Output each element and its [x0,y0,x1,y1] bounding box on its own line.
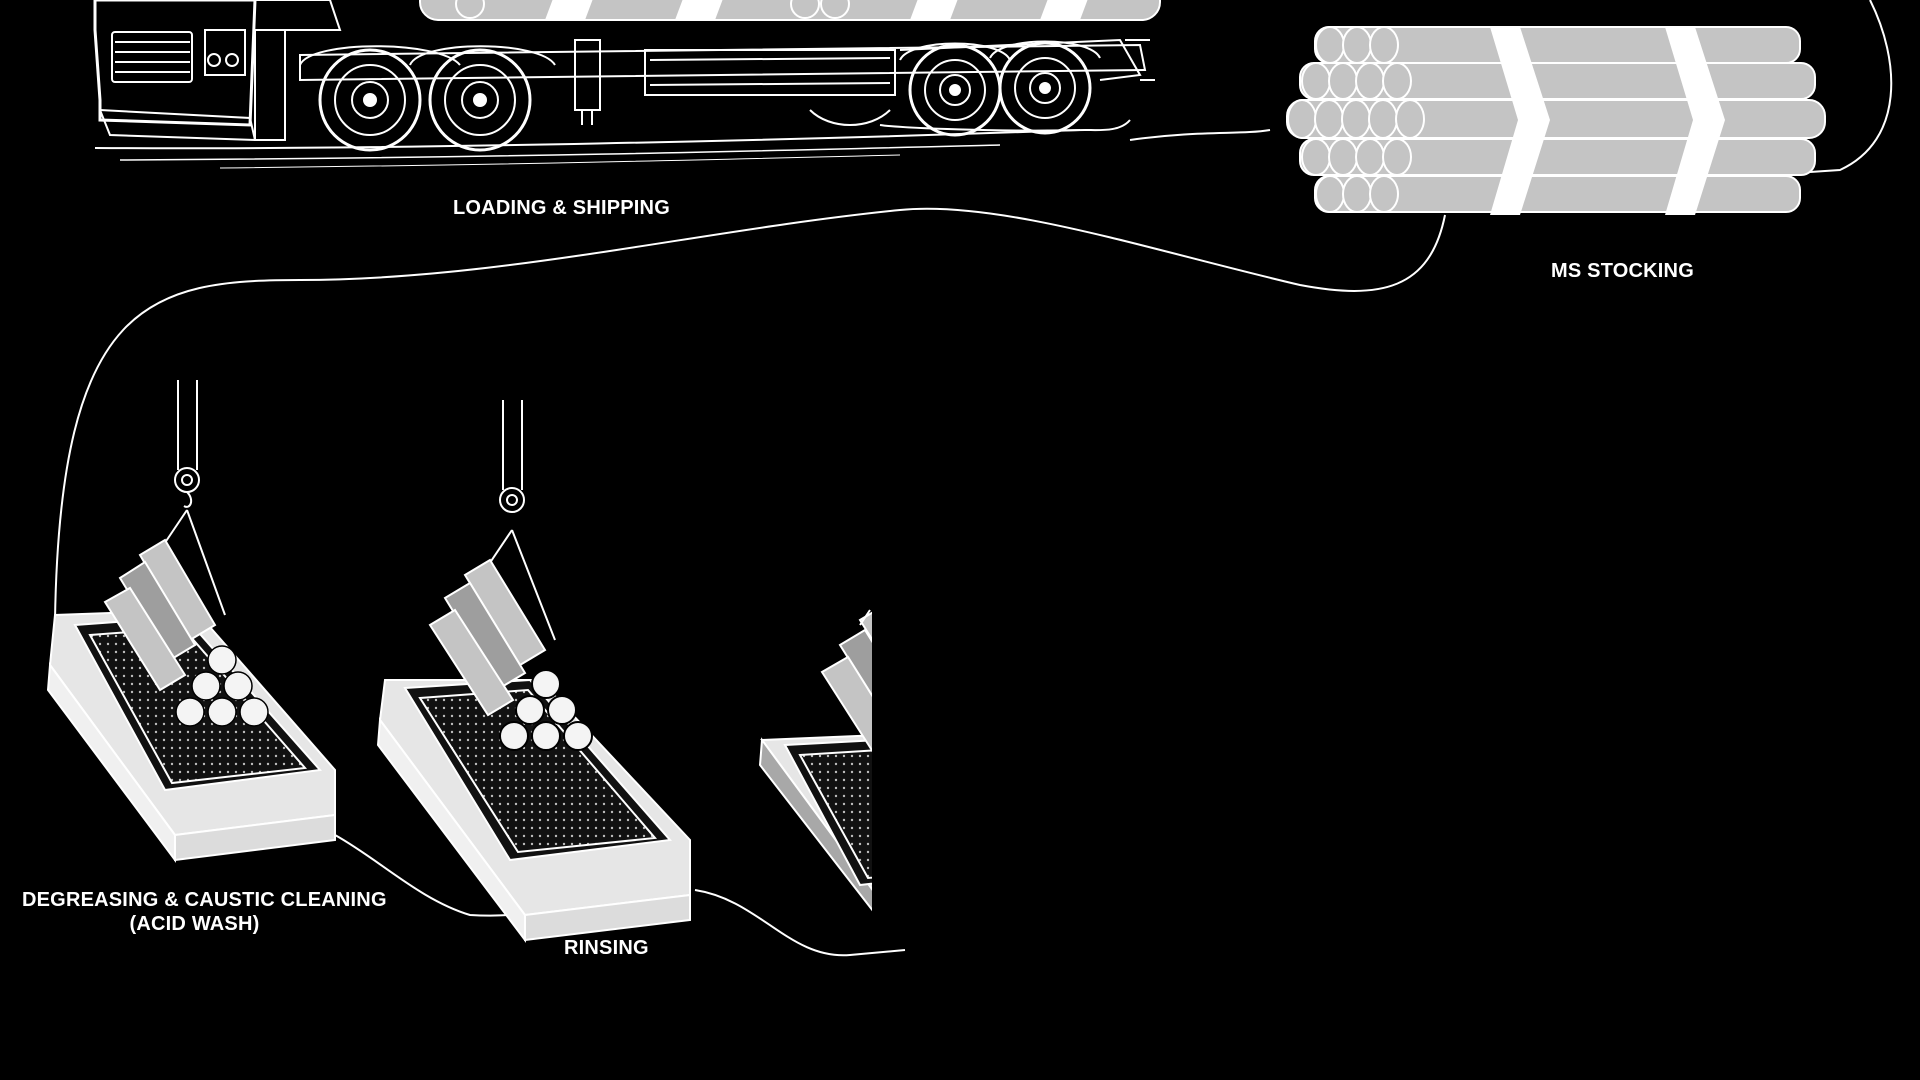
truck-pipe-load [420,0,1160,20]
truck-wheel [910,45,1000,135]
stage-label-degreasing-line1: DEGREASING & CAUSTIC CLEANING [22,888,367,912]
degreasing-tank-illustration [48,380,335,860]
pipe-bundle-illustration [1287,27,1825,215]
flow-connector-right [1810,0,1891,172]
stage-label-loading-shipping: LOADING & SHIPPING [453,196,670,220]
partial-tank-illustration [760,605,1000,920]
rinsing-tank-illustration [378,400,690,940]
stage-label-ms-stocking: MS STOCKING [1551,259,1694,283]
stage-label-rinsing: RINSING [564,936,649,960]
stage-label-degreasing-line2: (ACID WASH) [22,912,367,936]
stage-label-degreasing: DEGREASING & CAUSTIC CLEANING (ACID WASH… [22,888,367,936]
truck-wheel [430,50,530,150]
truck-wheel [1000,43,1090,133]
truck-illustration [95,0,1160,168]
truck-wheel [320,50,420,150]
